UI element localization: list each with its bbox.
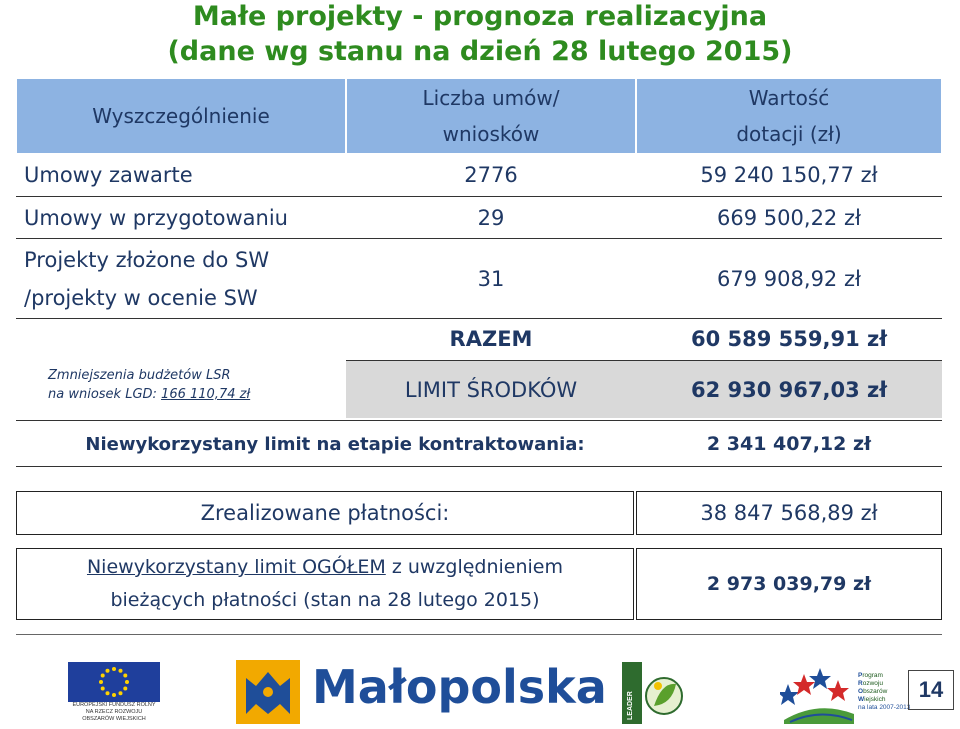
- header-description-label: Wyszczególnienie: [92, 104, 270, 128]
- eu-star: [105, 691, 110, 696]
- prow-label: Program Rozwoju Obszarów Wiejskich na la…: [858, 672, 910, 712]
- reduction-note-prefix: na wniosek LGD:: [48, 387, 162, 402]
- leader-logo: LEADER: [622, 662, 684, 724]
- row-submitted-value: 679 908,92 zł: [717, 267, 861, 291]
- row-divider: [16, 238, 942, 239]
- limit-label: LIMIT ŚRODKÓW: [346, 360, 636, 418]
- row-submitted-label: Projekty złożone do SW /projekty w oceni…: [24, 240, 344, 318]
- eu-star: [99, 680, 103, 684]
- leader-text: LEADER: [627, 691, 634, 720]
- row-contracts-value: 59 240 150,77 zł: [700, 163, 878, 187]
- total-value: 60 589 559,91 zł: [690, 327, 888, 351]
- unused-total-line1-rest: z uwzględnieniem: [385, 556, 564, 578]
- row-contracts-label: Umowy zawarte: [24, 163, 193, 187]
- reduction-note-line1: Zmniejszenia budżetów LSR: [48, 368, 231, 383]
- prow-letter: R: [858, 680, 863, 687]
- eu-flag-icon: [68, 662, 160, 702]
- unused-contracting-label: Niewykorzystany limit na etapie kontrakt…: [85, 433, 585, 455]
- eu-label-line: EUROPEJSKI FUNDUSZ ROLNY: [72, 702, 156, 708]
- unused-total-value: 2 973 039,79 zł: [636, 548, 942, 620]
- eu-label-line: NA RZECZ ROZWOJU: [85, 709, 143, 715]
- prow-logo: [777, 664, 856, 724]
- eu-fund-label: EUROPEJSKI FUNDUSZ ROLNY NA RZECZ ROZWOJ…: [58, 702, 170, 723]
- row-divider: [16, 318, 942, 319]
- prow-word: rogram: [862, 672, 883, 679]
- header-count-line2: wniosków: [442, 122, 540, 146]
- row-submitted-count: 31: [477, 267, 505, 291]
- eu-star: [123, 686, 128, 691]
- prow-letter: P: [858, 672, 863, 679]
- row-preparation-count: 29: [477, 206, 505, 230]
- prow-line: Program: [858, 672, 910, 680]
- prow-stars-icon: [777, 668, 854, 724]
- row-contracts-count: 2776: [464, 163, 518, 187]
- prow-years: na lata 2007-2013: [858, 704, 911, 711]
- prow-letter: O: [858, 688, 864, 695]
- row-divider: [16, 466, 942, 467]
- eu-star: [100, 673, 105, 678]
- eu-star: [112, 693, 116, 697]
- unused-total-heading: Niewykorzystany limit OGÓŁEM: [86, 556, 386, 578]
- prow-word: bszarów: [863, 688, 888, 695]
- prow-word: iejskich: [864, 696, 886, 703]
- footer-divider: [16, 634, 942, 635]
- reduction-amount: 166 110,74 zł: [161, 387, 251, 402]
- eu-star: [118, 691, 123, 696]
- header-description: Wyszczególnienie: [16, 78, 346, 154]
- malopolska-emblem-icon: [236, 660, 300, 724]
- row-submitted-label-line1: Projekty złożone do SW: [24, 248, 270, 272]
- leader-leaf-icon: LEADER: [622, 662, 683, 724]
- malopolska-wordmark: Małopolska: [312, 660, 607, 714]
- malopolska-emblem: [236, 660, 300, 724]
- row-submitted-label-line2: /projekty w ocenie SW: [24, 286, 258, 310]
- row-divider: [16, 420, 942, 421]
- header-count-line1: Liczba umów/: [422, 86, 560, 110]
- prow-word: ozwoju: [862, 680, 883, 687]
- eu-star: [123, 673, 128, 678]
- reduction-note-line2: na wniosek LGD: 166 110,74 zł: [48, 385, 250, 404]
- payments-label: Zrealizowane płatności:: [16, 491, 634, 535]
- unused-total-label: Niewykorzystany limit OGÓŁEM z uwzględni…: [16, 548, 634, 620]
- header-value-line2: dotacji (zł): [736, 122, 842, 146]
- prow-letter: W: [858, 696, 865, 703]
- prow-line: Wiejskich: [858, 696, 910, 704]
- eu-star: [118, 668, 123, 673]
- row-preparation-value: 669 500,22 zł: [717, 206, 861, 230]
- prow-line: Obszarów: [858, 688, 910, 696]
- payments-value: 38 847 568,89 zł: [636, 491, 942, 535]
- slide-title-line1: Małe projekty - prognoza realizacyjna: [192, 1, 768, 32]
- slide-title-line2: (dane wg stanu na dzień 28 lutego 2015): [167, 36, 793, 67]
- prow-line: Rozwoju: [858, 680, 910, 688]
- unused-contracting-value: 2 341 407,12 zł: [706, 433, 872, 455]
- unused-total-line2: bieżących płatności (stan na 28 lutego 2…: [110, 589, 540, 611]
- header-value-line1: Wartość: [748, 86, 830, 110]
- eu-star: [105, 668, 110, 673]
- unused-total-line1: Niewykorzystany limit OGÓŁEM z uwzględni…: [87, 551, 563, 584]
- page-number: 14: [908, 670, 954, 710]
- row-preparation-label: Umowy w przygotowaniu: [24, 206, 288, 230]
- limit-value: 62 930 967,03 zł: [636, 360, 942, 418]
- header-value: Wartość dotacji (zł): [636, 78, 942, 154]
- reduction-note: Zmniejszenia budżetów LSR na wniosek LGD…: [48, 360, 338, 410]
- eu-label-line: OBSZARÓW WIEJSKICH: [82, 716, 146, 722]
- eu-star: [112, 667, 116, 671]
- eu-star: [100, 686, 105, 691]
- row-divider: [16, 196, 942, 197]
- total-label: RAZEM: [449, 327, 533, 351]
- eu-flag-logo: [68, 662, 160, 702]
- eu-star: [125, 680, 129, 684]
- header-count: Liczba umów/ wniosków: [346, 78, 636, 154]
